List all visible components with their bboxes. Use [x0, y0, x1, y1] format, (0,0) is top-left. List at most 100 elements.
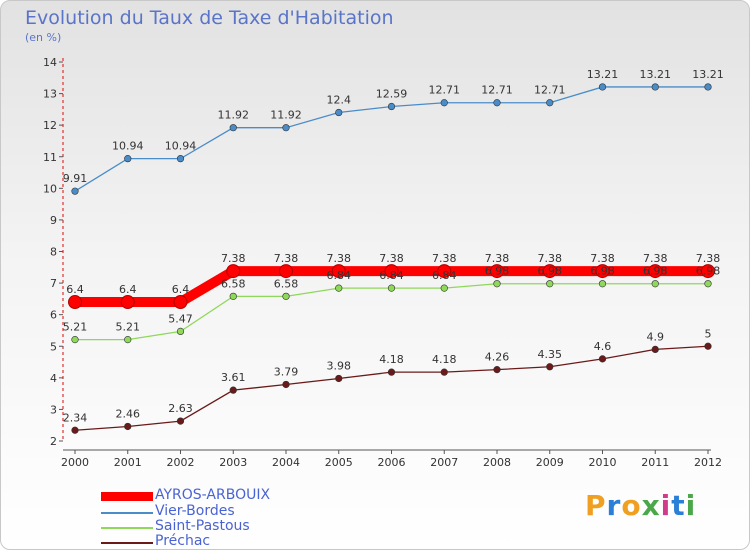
data-point-ayros-arbouix: [437, 264, 452, 279]
data-point-vier-bordes: [335, 108, 343, 117]
data-point-vier-bordes: [651, 83, 659, 91]
y-tick-label: 10: [43, 182, 57, 195]
data-label-ayros-arbouix: 6.4: [172, 283, 190, 296]
data-label-vier-bordes: 13.21: [640, 68, 672, 81]
data-label-pr-chac: 4.6: [594, 340, 612, 353]
data-label-vier-bordes: 10.94: [165, 140, 197, 153]
data-point-pr-chac: [71, 426, 79, 434]
data-point-saint-pastous: [229, 292, 237, 300]
x-tick-label: 2012: [694, 456, 722, 469]
data-point-pr-chac: [229, 386, 237, 394]
x-tick-label: 2000: [61, 456, 89, 469]
data-point-vier-bordes: [387, 102, 396, 111]
x-tick-label: 2008: [483, 456, 511, 469]
data-label-pr-chac: 2.63: [168, 402, 193, 415]
legend-label-vier-bordes: Vier-Bordes: [155, 503, 235, 519]
data-point-pr-chac: [124, 422, 132, 431]
data-label-ayros-arbouix: 7.38: [643, 252, 668, 265]
data-label-saint-pastous: 5.21: [63, 321, 88, 334]
data-label-pr-chac: 3.98: [327, 359, 352, 372]
series-layer: [68, 83, 715, 434]
data-label-saint-pastous: 6.98: [643, 265, 668, 278]
y-tick-label: 13: [43, 88, 57, 101]
data-point-vier-bordes: [493, 99, 501, 107]
data-label-ayros-arbouix: 7.38: [590, 252, 615, 265]
data-label-ayros-arbouix: 7.38: [696, 252, 721, 265]
data-point-ayros-arbouix: [701, 264, 715, 279]
y-tick-label: 8: [50, 246, 57, 259]
data-label-vier-bordes: 12.71: [429, 84, 461, 97]
legend-swatch-ayros-arbouix: [101, 492, 153, 501]
data-label-pr-chac: 4.35: [538, 348, 563, 361]
data-point-pr-chac: [546, 363, 554, 371]
y-tick-label: 4: [50, 372, 57, 385]
data-point-saint-pastous: [387, 284, 396, 292]
legend-swatch-saint-pastous: [101, 527, 153, 529]
data-point-saint-pastous: [440, 284, 448, 292]
data-label-saint-pastous: 6.84: [379, 269, 404, 282]
data-point-ayros-arbouix: [384, 264, 399, 279]
data-point-saint-pastous: [546, 280, 554, 288]
data-label-vier-bordes: 12.71: [534, 84, 566, 97]
data-point-pr-chac: [176, 417, 185, 425]
data-point-vier-bordes: [229, 124, 237, 132]
data-point-pr-chac: [282, 380, 290, 389]
y-tick-label: 9: [50, 214, 57, 227]
data-point-vier-bordes: [704, 83, 712, 91]
data-point-pr-chac: [440, 368, 448, 376]
data-label-vier-bordes: 13.21: [587, 68, 619, 81]
data-point-ayros-arbouix: [226, 264, 241, 279]
data-label-pr-chac: 3.79: [274, 365, 299, 378]
data-label-ayros-arbouix: 7.38: [538, 252, 563, 265]
data-label-ayros-arbouix: 7.38: [379, 252, 404, 265]
data-label-pr-chac: 4.18: [379, 353, 404, 366]
data-label-saint-pastous: 6.58: [221, 277, 246, 290]
data-label-vier-bordes: 9.91: [63, 172, 88, 185]
data-label-pr-chac: 2.46: [116, 407, 141, 420]
data-point-pr-chac: [493, 366, 501, 374]
legend-swatch-vier-bordes: [101, 512, 153, 514]
data-point-pr-chac: [335, 374, 343, 383]
data-label-vier-bordes: 12.71: [481, 84, 513, 97]
data-label-pr-chac: 5: [705, 327, 712, 340]
data-label-saint-pastous: 6.98: [485, 265, 510, 278]
x-tick-label: 2009: [536, 456, 564, 469]
x-tick-label: 2006: [378, 456, 406, 469]
y-tick-label: 7: [50, 277, 57, 290]
data-point-saint-pastous: [124, 336, 132, 344]
data-label-saint-pastous: 5.21: [116, 321, 141, 334]
data-label-pr-chac: 2.34: [63, 411, 88, 424]
legend-label-ayros-arbouix: AYROS-ARBOUIX: [155, 487, 271, 503]
data-label-pr-chac: 3.61: [221, 371, 246, 384]
data-point-vier-bordes: [440, 99, 448, 107]
y-tick-label: 5: [50, 340, 57, 353]
y-tick-label: 2: [50, 435, 57, 448]
data-point-saint-pastous: [71, 336, 79, 344]
x-tick-label: 2004: [272, 456, 300, 469]
legend-label-prechac: Préchac: [155, 533, 211, 549]
chart-subtitle: (en %): [25, 31, 62, 44]
data-point-vier-bordes: [282, 124, 290, 132]
data-label-saint-pastous: 6.58: [274, 277, 299, 290]
data-label-vier-bordes: 11.92: [270, 109, 302, 122]
y-tick-label: 14: [43, 56, 57, 69]
data-point-ayros-arbouix: [542, 264, 557, 279]
data-label-vier-bordes: 12.59: [376, 88, 408, 101]
chart-axes: 2 3 4 5 6 7 8 9 10 11 12 13 14 2000 2001 2002 2003 2004 20…: [43, 56, 722, 469]
y-tick-label: 6: [50, 309, 57, 322]
data-point-saint-pastous: [651, 280, 659, 288]
y-tick-label: 3: [50, 403, 57, 416]
data-label-ayros-arbouix: 7.38: [327, 252, 352, 265]
data-point-pr-chac: [704, 342, 712, 350]
data-label-pr-chac: 4.9: [647, 330, 665, 343]
data-label-pr-chac: 4.26: [485, 351, 510, 364]
data-point-saint-pastous: [704, 280, 712, 288]
x-tick-label: 2011: [641, 456, 669, 469]
data-point-ayros-arbouix: [279, 264, 293, 279]
data-point-vier-bordes: [598, 83, 607, 91]
data-point-ayros-arbouix: [68, 295, 82, 310]
data-label-saint-pastous: 6.98: [590, 265, 615, 278]
data-label-ayros-arbouix: 6.4: [66, 283, 84, 296]
